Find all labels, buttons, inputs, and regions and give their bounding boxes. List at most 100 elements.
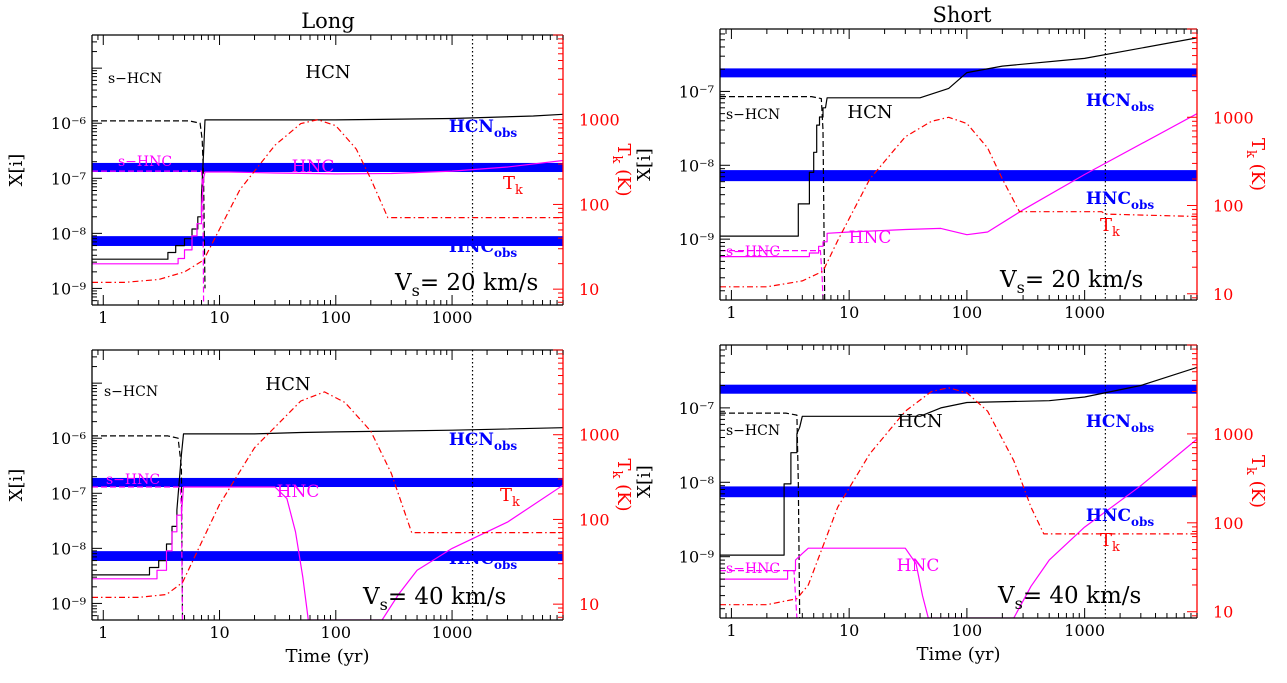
y2-tick-label: 100	[579, 510, 610, 529]
label-tk: Tk	[1100, 215, 1120, 240]
y-axis-label: X[i]	[634, 148, 655, 181]
y-tick-label: 10⁻⁹	[51, 594, 87, 613]
series-hcn	[720, 366, 1197, 556]
label-shock-velocity: Vs= 40 km/s	[362, 584, 506, 614]
panel-bl: 1 10 100 1000 10⁻⁹ 10⁻⁸ 10⁻⁷ 10⁻⁶ 10 100 1000 X[i] T…	[6, 349, 634, 667]
obs-band-hnc-obs	[92, 551, 563, 561]
label-shock-velocity: Vs= 20 km/s	[999, 267, 1143, 297]
y-tick-label: 10⁻⁷	[51, 484, 86, 503]
y2-tick-label: 10	[579, 280, 599, 299]
x-tick-label: 1000	[432, 308, 473, 327]
obs-band-hnc-obs	[720, 486, 1197, 498]
label-s-hnc: s−HNC	[726, 561, 780, 577]
label-tk: Tk	[1100, 530, 1120, 555]
series-tk	[720, 387, 1197, 606]
label-tk: Tk	[503, 173, 523, 198]
y-tick-label: 10⁻⁹	[679, 230, 715, 249]
label-hcn: HCN	[305, 62, 350, 83]
label-hcn: HCN	[265, 374, 310, 395]
y-tick-label: 10⁻⁶	[51, 429, 86, 448]
label-s-hcn: s−HCN	[726, 423, 780, 439]
y-tick-label: 10⁻⁸	[51, 224, 86, 243]
series-s-hnc	[92, 486, 184, 620]
label-s-hnc: s−HNC	[726, 244, 780, 260]
label-s-hnc: s−HNC	[118, 154, 172, 170]
series-s-hnc	[720, 250, 824, 300]
label-hcn-obs: HCNobs	[1086, 91, 1155, 114]
label-shock-velocity: Vs= 40 km/s	[997, 583, 1141, 613]
x-tick-label: 1000	[1064, 621, 1105, 640]
label-s-hcn: s−HCN	[726, 107, 780, 123]
plot-area-bl	[92, 350, 563, 620]
y2-tick-label: 1000	[1213, 425, 1254, 444]
series-hnc	[92, 484, 563, 620]
y-tick-label: 10⁻⁸	[51, 539, 86, 558]
label-s-hnc: s−HNC	[106, 472, 160, 488]
series-tk	[92, 119, 563, 283]
series-hnc	[92, 159, 563, 265]
y-tick-label: 10⁻⁹	[51, 279, 87, 298]
y2-tick-label: 10	[1213, 285, 1233, 304]
y2-tick-label: 1000	[579, 111, 620, 130]
label-shock-velocity: Vs= 20 km/s	[394, 270, 538, 300]
y2-tick-label: 1000	[1213, 108, 1254, 127]
y-tick-label: 10⁻⁸	[679, 473, 714, 492]
x-tick-label: 1	[98, 623, 108, 642]
series-hcn	[92, 113, 563, 260]
plot-area-br	[720, 345, 1197, 618]
x-axis-label: Time (yr)	[285, 646, 369, 667]
plot-area-tl	[92, 35, 563, 305]
obs-band-hcn-obs	[720, 68, 1197, 78]
y-tick-label: 10⁻⁷	[679, 399, 714, 418]
y-tick-label: 10⁻⁶	[51, 114, 86, 133]
label-hnc-obs: HNCobs	[449, 237, 518, 260]
obs-band-hcn-obs	[92, 477, 563, 488]
y2-axis-label: Tk (K)	[1243, 138, 1268, 191]
y-tick-label: 10⁻⁹	[679, 548, 715, 567]
label-hnc: HNC	[897, 556, 940, 576]
y2-axis-label: Tk (K)	[609, 143, 634, 196]
y2-tick-label: 100	[1213, 197, 1244, 216]
y2-tick-label: 100	[1213, 514, 1244, 533]
series-s-hcn	[720, 95, 826, 300]
label-hcn-obs: HCNobs	[449, 117, 518, 140]
label-s-hcn: s−HCN	[104, 384, 158, 400]
x-tick-label: 1	[726, 303, 736, 322]
panel-tl: 1 10 100 1000 10⁻⁹ 10⁻⁸ 10⁻⁷ 10⁻⁶ 10 100 1000 X[i] T…	[6, 34, 634, 327]
obs-band-hcn-obs	[720, 384, 1197, 394]
x-axis-label: Time (yr)	[916, 644, 1000, 665]
x-tick-label: 1000	[432, 623, 473, 642]
label-hnc: HNC	[849, 228, 892, 248]
y-axis-label: X[i]	[6, 154, 27, 187]
label-hnc-obs: HNCobs	[1086, 506, 1155, 529]
series-s-hcn	[92, 120, 206, 289]
series-s-hnc	[92, 170, 205, 305]
label-hcn: HCN	[897, 411, 942, 432]
obs-band-hnc-obs	[92, 236, 563, 246]
series-s-hcn	[720, 412, 801, 618]
label-tk: Tk	[500, 485, 520, 510]
y2-tick-label: 100	[579, 195, 610, 214]
x-tick-label: 10	[209, 308, 229, 327]
label-s-hcn: s−HCN	[108, 71, 162, 87]
x-tick-label: 1	[726, 621, 736, 640]
label-hnc-obs: HNCobs	[449, 549, 518, 572]
plot-area-tr	[720, 29, 1197, 300]
title-long: Long	[301, 9, 355, 33]
label-hnc-obs: HNCobs	[1086, 189, 1155, 212]
y-tick-label: 10⁻⁷	[51, 169, 86, 188]
x-tick-label: 1	[98, 308, 108, 327]
obs-band-hcn-obs	[92, 162, 563, 173]
x-tick-label: 100	[321, 308, 352, 327]
y2-tick-label: 10	[1213, 603, 1233, 622]
label-hnc: HNC	[277, 482, 320, 502]
series-hnc	[720, 113, 1197, 258]
y-axis-label: X[i]	[634, 465, 655, 498]
panel-tr: 1 10 100 1000 10⁻⁹ 10⁻⁸ 10⁻⁷ 10 100 1000 X[i] Tk (K…	[634, 28, 1268, 322]
label-hcn-obs: HCNobs	[1086, 412, 1155, 435]
series-tk	[720, 116, 1197, 288]
y2-tick-label: 10	[579, 595, 599, 614]
y-axis-label: X[i]	[6, 469, 27, 502]
x-tick-label: 10	[839, 621, 859, 640]
